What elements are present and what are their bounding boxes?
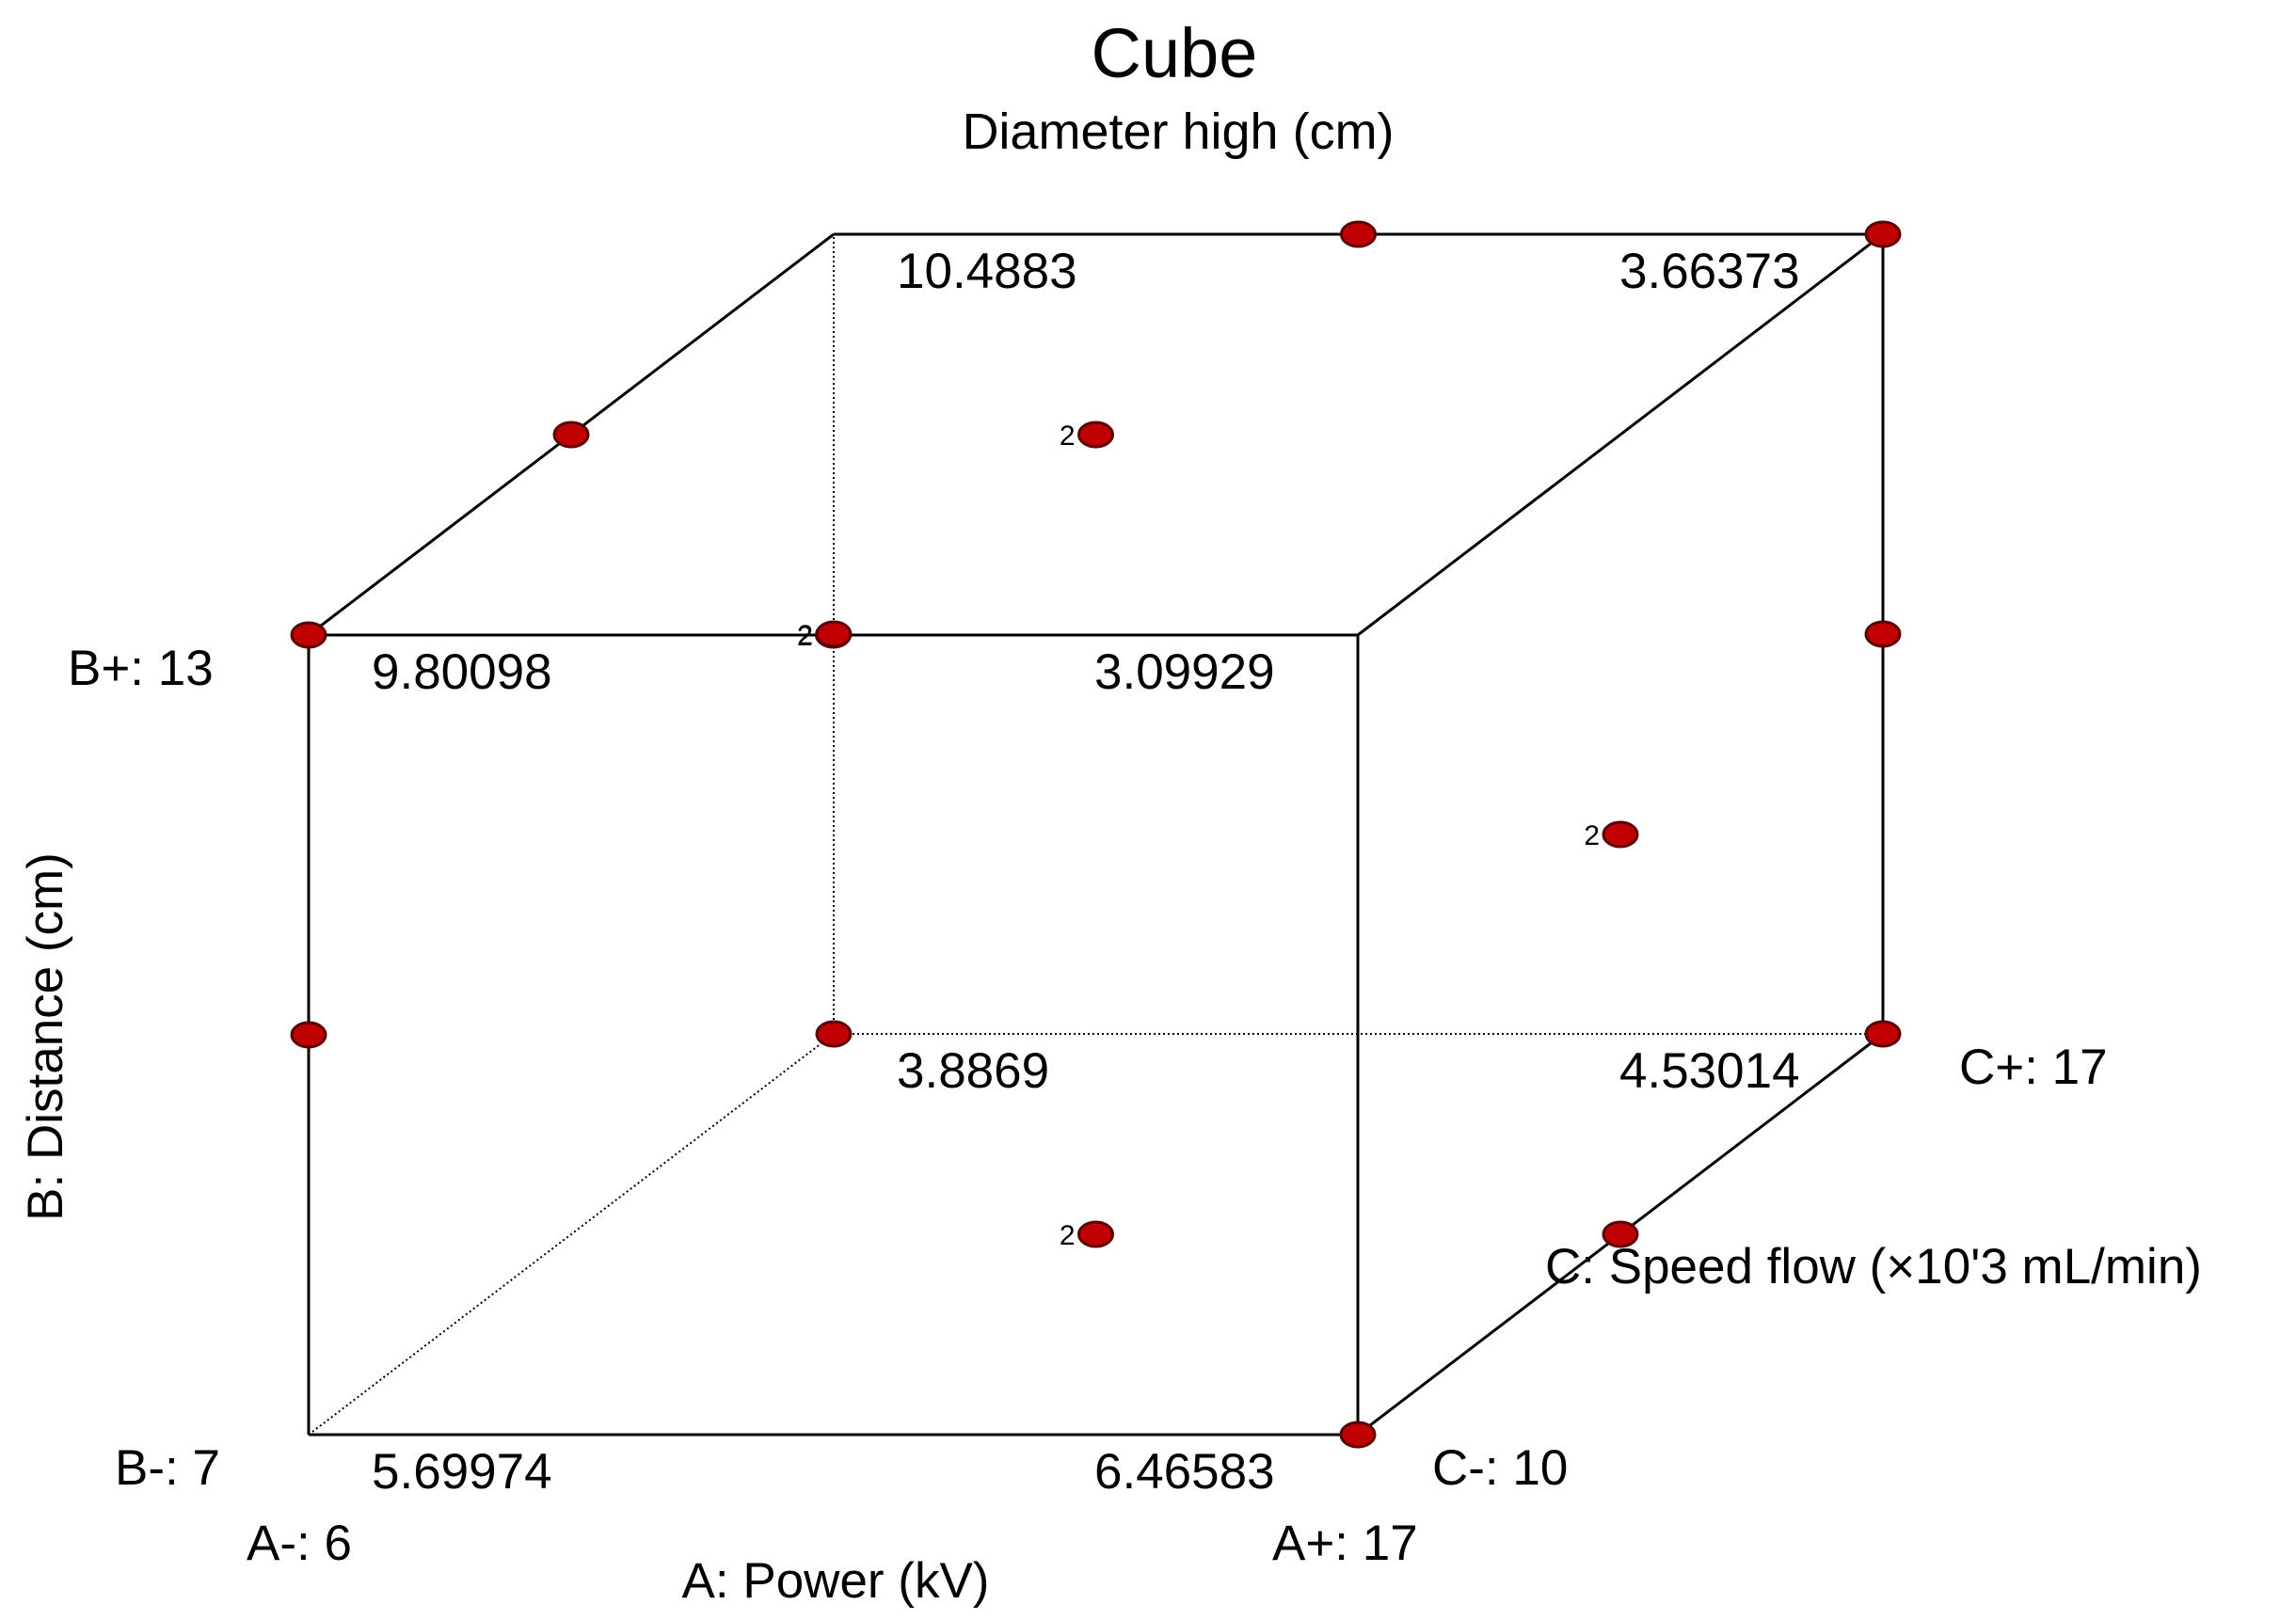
a-high-label: A+: 17 [1272, 1516, 1418, 1571]
design-point [815, 1020, 853, 1048]
design-point [815, 620, 853, 648]
design-point [1864, 220, 1902, 248]
design-point [1602, 820, 1639, 849]
replicate-count: 2 [797, 620, 813, 651]
b-high-label: B+: 13 [68, 641, 214, 696]
b-low-label: B-: 7 [115, 1440, 220, 1496]
chart-title: Cube [1092, 14, 1258, 92]
corner-value: 5.69974 [372, 1444, 552, 1500]
design-point [1077, 421, 1114, 449]
replicate-count: 2 [1060, 421, 1076, 452]
chart-subtitle: Diameter high (cm) [962, 103, 1394, 160]
a-low-label: A-: 6 [247, 1516, 352, 1571]
design-point [290, 1021, 327, 1049]
corner-value: 3.09929 [1094, 644, 1275, 700]
edge-bottom-left-depth [308, 1033, 835, 1436]
axis-labels: B+: 13 B-: 7 A-: 6 A+: 17 A: Power (kV) … [18, 641, 2202, 1609]
corner-value: 9.80098 [372, 644, 552, 700]
replicate-count: 2 [1060, 1220, 1076, 1251]
a-axis-title: A: Power (kV) [682, 1553, 990, 1609]
design-point [1864, 620, 1902, 648]
corner-value: 3.66373 [1619, 244, 1800, 299]
corner-values: 5.69974 6.46583 9.80098 3.09929 3.8869 4.5301… [372, 244, 1800, 1500]
design-point [1864, 1020, 1902, 1048]
design-point [552, 421, 590, 449]
replicate-count: 2 [797, 621, 813, 652]
corner-value: 6.46583 [1094, 1444, 1275, 1500]
replicate-count: 2 [1584, 820, 1600, 851]
design-point [1339, 1421, 1377, 1449]
c-high-label: C+: 17 [1959, 1040, 2108, 1095]
corner-value: 4.53014 [1619, 1043, 1800, 1099]
corner-value: 10.4883 [897, 244, 1077, 299]
c-low-label: C-: 10 [1432, 1440, 1568, 1496]
design-point [1340, 220, 1377, 248]
b-axis-title: B: Distance (cm) [18, 852, 73, 1221]
corner-value: 3.8869 [897, 1043, 1049, 1099]
design-point [1602, 1220, 1639, 1248]
design-point [290, 621, 327, 649]
c-axis-title: C: Speed flow (×10'3 mL/min) [1545, 1239, 2202, 1294]
design-point [1077, 1220, 1114, 1248]
edge-top-right-depth [1357, 232, 1884, 637]
